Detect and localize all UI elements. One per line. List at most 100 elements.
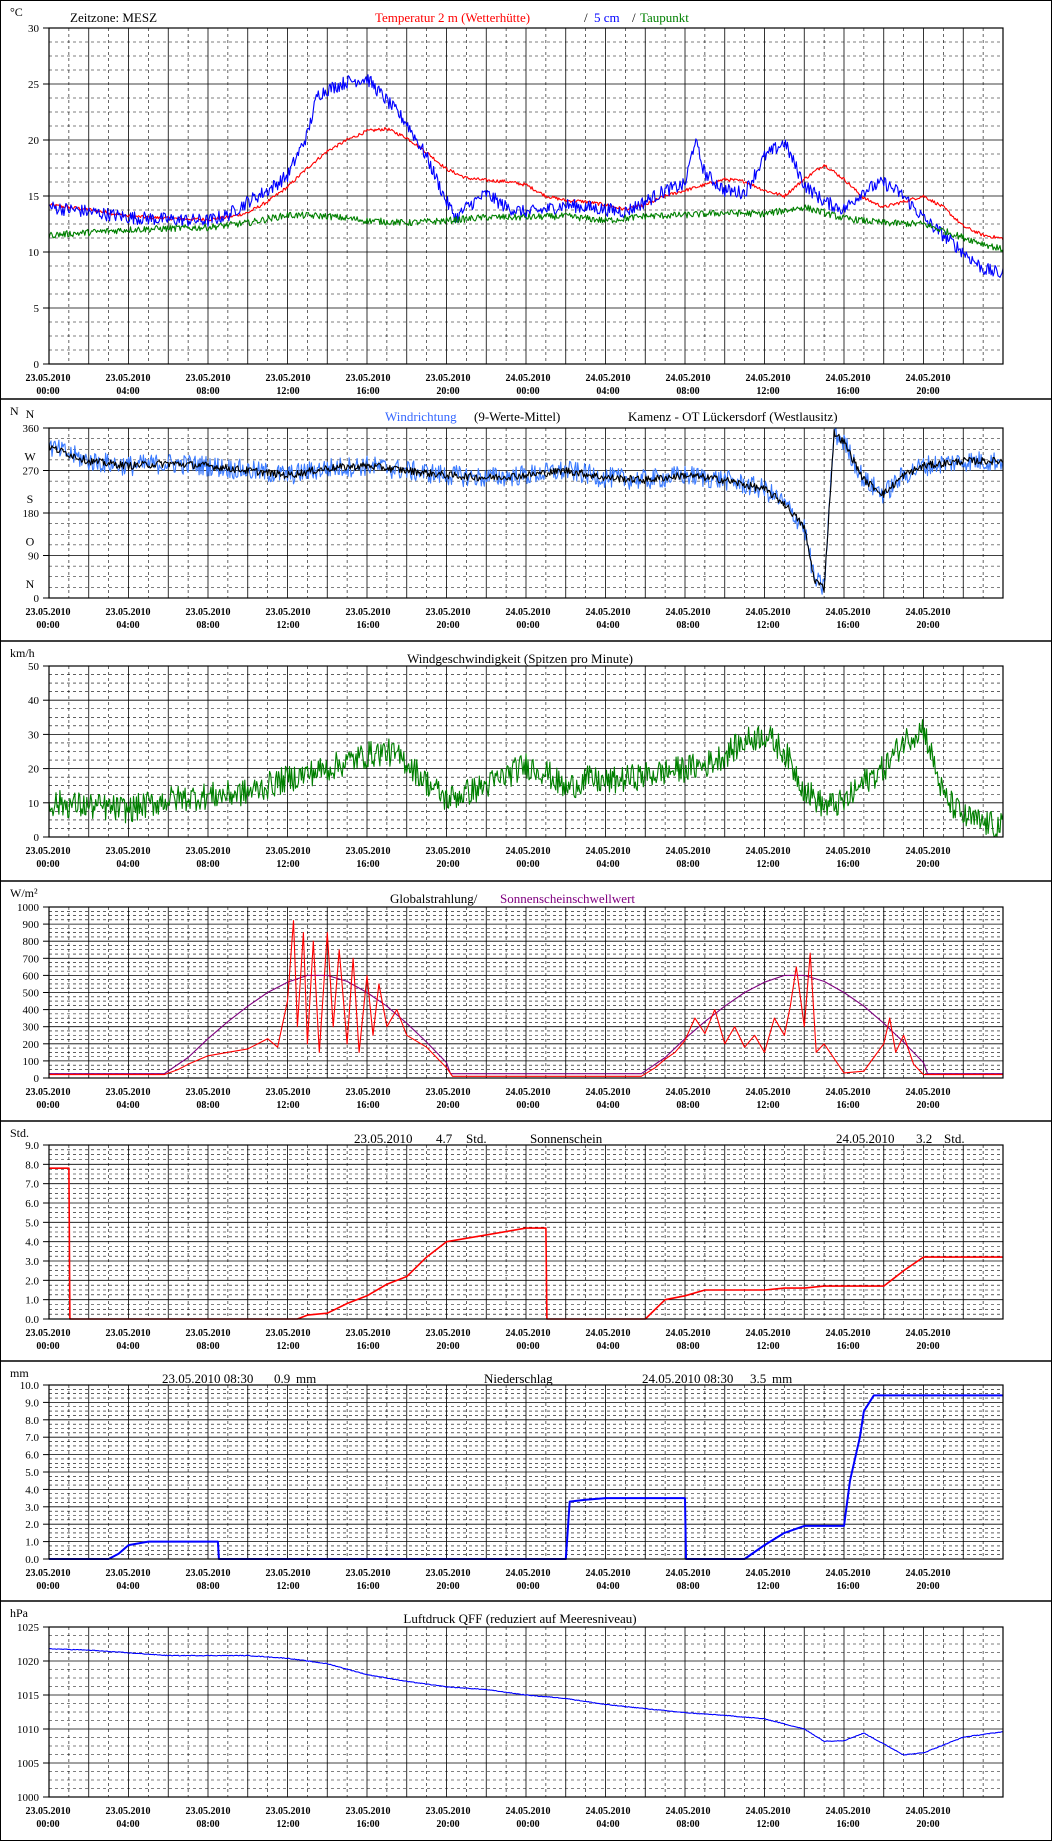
chart-header-text: Zeitzone: MESZ xyxy=(70,10,157,25)
y-tick-label: 25 xyxy=(28,79,40,91)
y-tick-label: 0 xyxy=(34,359,40,371)
x-tick-time: 16:00 xyxy=(836,1819,859,1830)
chart-press: 1000 1005 1010 1015 1020 1025 hPa Luftdruck QFF… xyxy=(10,1606,1004,1830)
x-tick-time: 00:00 xyxy=(516,1341,539,1352)
x-tick-date: 24.05.2010 xyxy=(666,1087,711,1098)
x-tick-time: 12:00 xyxy=(756,386,779,397)
x-tick-date: 24.05.2010 xyxy=(906,1568,951,1579)
x-tick-date: 24.05.2010 xyxy=(746,373,791,384)
y-tick-label: 1025 xyxy=(17,1622,40,1634)
y-tick-label: 1020 xyxy=(17,1656,40,1668)
unit-label: Std. xyxy=(10,1126,29,1140)
y-tick-label: 4.0 xyxy=(25,1484,39,1496)
x-tick-time: 20:00 xyxy=(916,620,939,631)
x-tick-time: 20:00 xyxy=(916,1100,939,1111)
y-tick-label: 5 xyxy=(34,303,40,315)
x-tick-date: 23.05.2010 xyxy=(186,1568,231,1579)
series-line-0 xyxy=(49,1394,1003,1560)
chart-header-text: 23.05.2010 xyxy=(354,1131,413,1146)
y-tick-label: 1.0 xyxy=(25,1295,39,1307)
x-tick-date: 24.05.2010 xyxy=(666,846,711,857)
y-tick-label: 8.0 xyxy=(25,1415,39,1427)
y-tick-label: 100 xyxy=(23,1056,40,1068)
y-tick-label: 40 xyxy=(28,695,40,707)
y-tick-label: 2.0 xyxy=(25,1275,39,1287)
x-tick-date: 23.05.2010 xyxy=(26,373,71,384)
chart-header-text: Luftdruck QFF (reduziert auf Meeresnivea… xyxy=(403,1611,636,1626)
x-tick-date: 24.05.2010 xyxy=(826,1328,871,1339)
unit-label: hPa xyxy=(10,1606,29,1620)
x-tick-date: 24.05.2010 xyxy=(586,607,631,618)
x-tick-time: 12:00 xyxy=(756,859,779,870)
x-tick-time: 20:00 xyxy=(916,1341,939,1352)
plot-frame xyxy=(48,1626,1004,1798)
y-tick-label: 1005 xyxy=(17,1758,40,1770)
y-tick-label: 5.0 xyxy=(25,1467,39,1479)
x-tick-time: 16:00 xyxy=(356,1819,379,1830)
x-tick-time: 20:00 xyxy=(436,859,459,870)
x-tick-date: 23.05.2010 xyxy=(346,607,391,618)
x-tick-date: 23.05.2010 xyxy=(106,1568,151,1579)
x-tick-date: 23.05.2010 xyxy=(266,1568,311,1579)
y-tick-label: 0.0 xyxy=(25,1554,39,1566)
y-tick-label: 3.0 xyxy=(25,1256,39,1268)
x-tick-time: 08:00 xyxy=(676,1341,699,1352)
chart-rain: 0.01.02.03.04.05.06.07.08.09.010.0mm 23.0… xyxy=(10,1366,1004,1592)
chart-header-text: 24.05.2010 xyxy=(836,1131,895,1146)
x-tick-time: 00:00 xyxy=(516,386,539,397)
x-tick-date: 24.05.2010 xyxy=(826,1806,871,1817)
x-tick-date: 23.05.2010 xyxy=(426,1328,471,1339)
x-tick-time: 16:00 xyxy=(836,1341,859,1352)
x-tick-time: 12:00 xyxy=(276,386,299,397)
x-tick-time: 16:00 xyxy=(356,859,379,870)
x-tick-date: 23.05.2010 xyxy=(426,373,471,384)
x-tick-date: 24.05.2010 xyxy=(746,846,791,857)
x-tick-date: 24.05.2010 xyxy=(586,1806,631,1817)
x-tick-date: 23.05.2010 xyxy=(266,373,311,384)
series-line-1 xyxy=(48,74,1004,278)
unit-label: N xyxy=(10,404,19,418)
y-tick-label: 8.0 xyxy=(25,1159,39,1171)
y-tick-label: 30 xyxy=(28,23,40,35)
x-tick-date: 24.05.2010 xyxy=(586,1568,631,1579)
x-tick-date: 24.05.2010 xyxy=(586,846,631,857)
x-tick-time: 16:00 xyxy=(356,1100,379,1111)
y-tick-label: 10.0 xyxy=(20,1380,40,1392)
x-tick-date: 24.05.2010 xyxy=(506,1806,551,1817)
x-tick-time: 16:00 xyxy=(356,1341,379,1352)
x-tick-date: 24.05.2010 xyxy=(746,1328,791,1339)
compass-label: N xyxy=(26,407,35,421)
x-tick-date: 23.05.2010 xyxy=(346,1328,391,1339)
x-tick-date: 23.05.2010 xyxy=(426,1806,471,1817)
x-tick-date: 24.05.2010 xyxy=(826,607,871,618)
x-tick-time: 20:00 xyxy=(916,1581,939,1592)
chart-header-text: Windgeschwindigkeit (Spitzen pro Minute) xyxy=(407,651,633,666)
x-tick-date: 23.05.2010 xyxy=(266,1806,311,1817)
x-tick-time: 04:00 xyxy=(116,1581,139,1592)
plot-frame xyxy=(48,27,1004,365)
x-tick-time: 12:00 xyxy=(276,1581,299,1592)
chart-header-text: Globalstrahlung/ xyxy=(390,891,478,906)
x-tick-date: 23.05.2010 xyxy=(346,846,391,857)
y-tick-label: 200 xyxy=(23,1039,40,1051)
x-tick-time: 00:00 xyxy=(516,1819,539,1830)
x-tick-time: 16:00 xyxy=(836,859,859,870)
x-tick-time: 20:00 xyxy=(436,1581,459,1592)
x-tick-time: 08:00 xyxy=(676,386,699,397)
x-tick-date: 24.05.2010 xyxy=(906,1328,951,1339)
x-tick-time: 08:00 xyxy=(196,859,219,870)
chart-header-text: 3.5 xyxy=(750,1371,766,1386)
chart-header-text: mm xyxy=(772,1371,792,1386)
x-tick-time: 08:00 xyxy=(196,1100,219,1111)
compass-label: N xyxy=(26,577,35,591)
y-tick-label: 600 xyxy=(23,970,40,982)
x-tick-time: 16:00 xyxy=(356,620,379,631)
x-tick-time: 08:00 xyxy=(676,620,699,631)
chart-header-text: / xyxy=(584,10,588,25)
x-tick-time: 04:00 xyxy=(596,386,619,397)
y-tick-label: 0 xyxy=(34,593,40,605)
x-tick-time: 00:00 xyxy=(36,1341,59,1352)
compass-label: O xyxy=(26,535,35,549)
